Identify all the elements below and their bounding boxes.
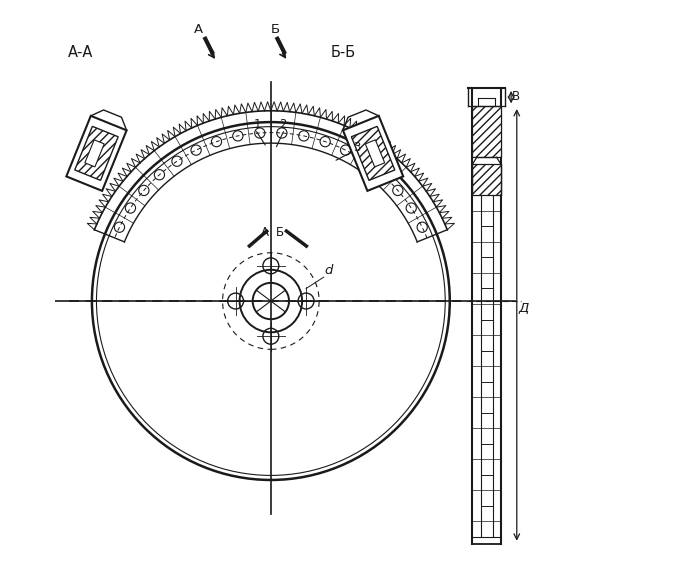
Text: d: d — [325, 264, 333, 277]
Polygon shape — [75, 126, 118, 181]
Text: 1: 1 — [254, 118, 261, 131]
Polygon shape — [365, 140, 384, 167]
Text: А: А — [260, 225, 268, 239]
Polygon shape — [473, 164, 501, 195]
Polygon shape — [343, 116, 403, 191]
Polygon shape — [473, 106, 501, 157]
Polygon shape — [351, 126, 395, 181]
Polygon shape — [85, 140, 104, 167]
Text: Б: Б — [271, 23, 279, 36]
Text: Б: Б — [275, 225, 283, 239]
Text: А-А: А-А — [68, 45, 93, 60]
Text: 2: 2 — [279, 118, 287, 131]
Text: В: В — [513, 90, 521, 103]
Text: А: А — [194, 23, 203, 36]
Polygon shape — [66, 116, 127, 191]
Text: Б-Б: Б-Б — [330, 45, 355, 60]
Text: 3: 3 — [353, 140, 361, 153]
Text: Д: Д — [519, 302, 529, 315]
